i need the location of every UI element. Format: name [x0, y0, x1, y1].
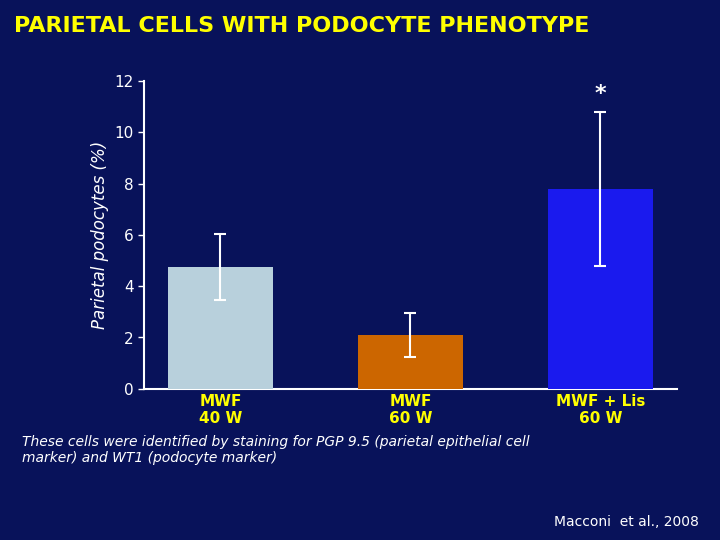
- Text: *: *: [595, 84, 606, 104]
- Bar: [358, 335, 463, 389]
- Bar: [168, 267, 273, 389]
- Bar: [548, 189, 652, 389]
- Y-axis label: Parietal podocytes (%): Parietal podocytes (%): [91, 141, 109, 329]
- Text: These cells were identified by staining for PGP 9.5 (parietal epithelial cell
ma: These cells were identified by staining …: [22, 435, 529, 465]
- Text: PARIETAL CELLS WITH PODOCYTE PHENOTYPE: PARIETAL CELLS WITH PODOCYTE PHENOTYPE: [14, 16, 590, 36]
- Text: Macconi  et al., 2008: Macconi et al., 2008: [554, 515, 698, 529]
